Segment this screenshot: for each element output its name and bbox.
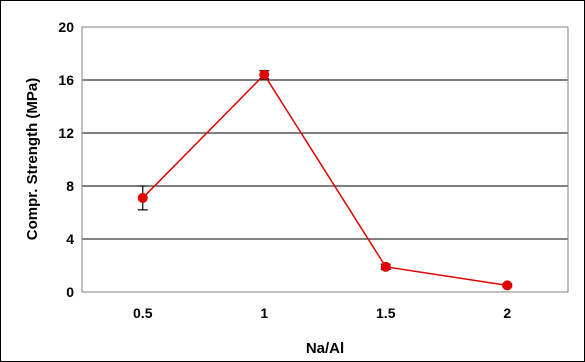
y-tick-label: 4	[66, 231, 74, 247]
x-tick-label: 2	[503, 305, 511, 321]
data-point	[380, 261, 391, 272]
gridlines	[82, 79, 568, 240]
data-point	[259, 69, 270, 80]
x-tick-label: 0.5	[133, 305, 153, 321]
x-axis-title: Na/Al	[306, 340, 344, 357]
y-tick-label: 12	[58, 125, 74, 141]
y-tick-labels: 0 4 8 12 16 20	[58, 19, 74, 300]
y-tick-label: 16	[58, 72, 74, 88]
y-tick-label: 8	[66, 178, 74, 194]
x-tick-label: 1.5	[376, 305, 396, 321]
plot-area	[81, 26, 569, 293]
series-strength	[137, 69, 513, 291]
y-axis-title: Compr. Strength (MPa)	[24, 78, 41, 241]
y-tick-label: 20	[58, 19, 74, 35]
x-tick-label: 1	[260, 305, 268, 321]
data-point	[137, 192, 148, 203]
data-point	[502, 280, 513, 291]
x-tick-labels: 0.5 1 1.5 2	[133, 305, 511, 321]
series-line	[142, 73, 508, 287]
y-tick-label: 0	[66, 284, 74, 300]
